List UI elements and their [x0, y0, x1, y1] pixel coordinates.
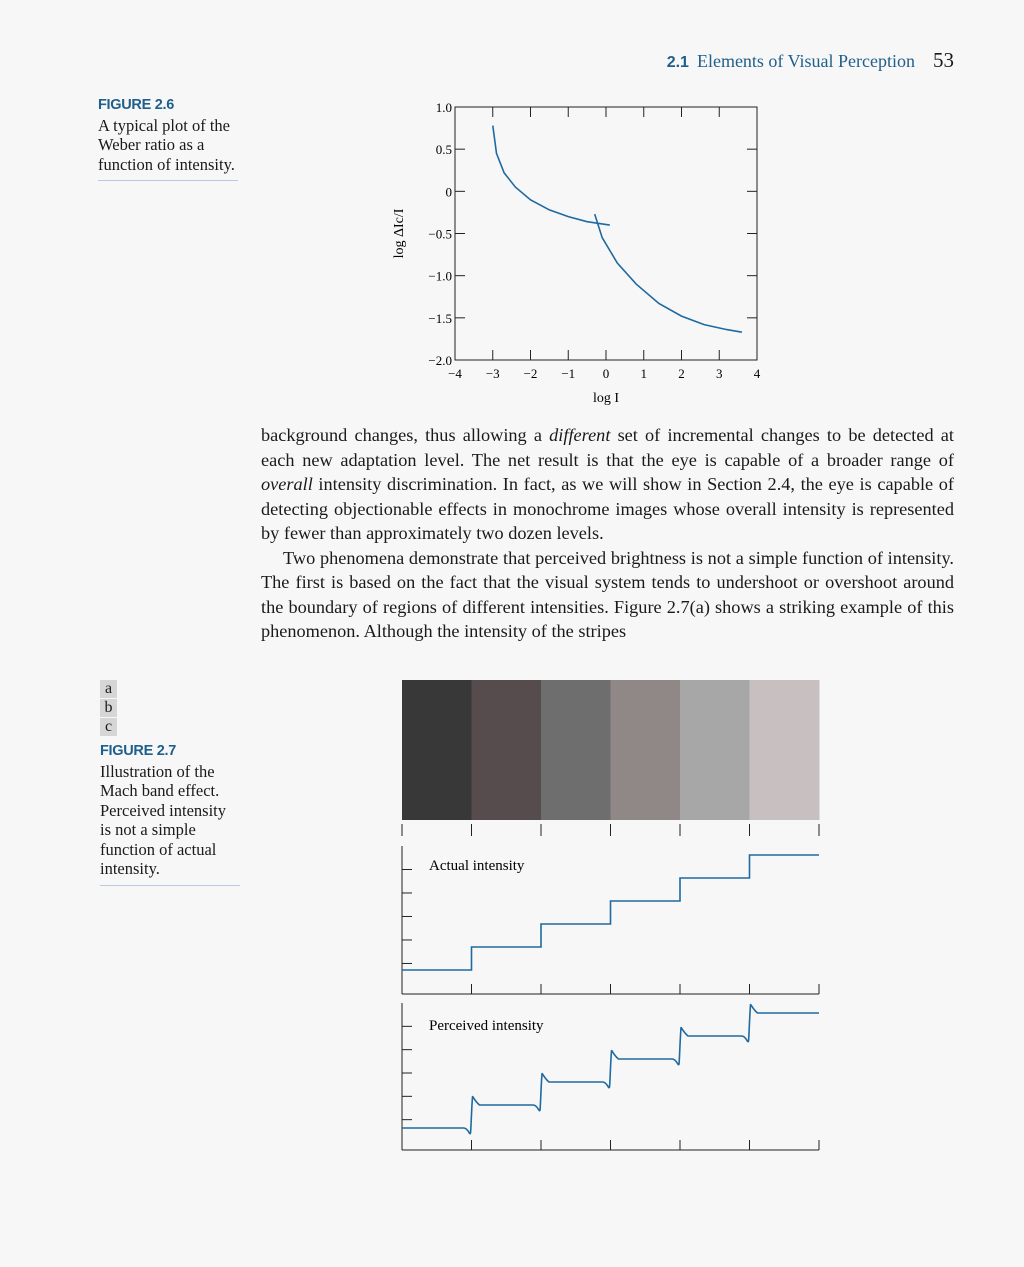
- caption-text: A typical plot of the Weber ratio as a f…: [98, 115, 235, 174]
- figure-2-6-caption: FIGURE 2.6 A typical plot of the Weber r…: [98, 96, 238, 181]
- y-tick-label: 0.5: [436, 142, 452, 157]
- y-tick-label: 0: [446, 184, 453, 199]
- x-tick-label: −1: [561, 366, 575, 381]
- paragraph-1: background changes, thus allowing a diff…: [261, 423, 954, 546]
- y-tick-label: −2.0: [428, 353, 452, 368]
- y-tick-label: 1.0: [436, 100, 452, 115]
- section-number: 2.1: [666, 54, 689, 71]
- weber-curve-1: [492, 125, 610, 226]
- x-tick-label: −2: [524, 366, 538, 381]
- figure-2-7-caption: a b c FIGURE 2.7 Illustration of the Mac…: [100, 680, 240, 886]
- mach-band-figure: Actual intensity Perceived intensity: [401, 680, 820, 1151]
- x-tick-label: 2: [678, 366, 685, 381]
- x-tick-label: −3: [486, 366, 500, 381]
- perceived-intensity-curve: [402, 1003, 819, 1135]
- section-title: Elements of Visual Perception: [696, 51, 915, 71]
- y-tick-label: −0.5: [428, 227, 452, 242]
- stripe-3: [541, 680, 611, 820]
- x-tick-label: −4: [448, 366, 462, 381]
- caption-rule: [98, 180, 238, 181]
- body-text: background changes, thus allowing a diff…: [261, 423, 954, 644]
- emphasis: overall: [261, 474, 313, 494]
- weber-ratio-chart: 1.0 0.5 0 −0.5 −1.0 −1.5 −2.0−4 −3 −2 −1 0 1 2 3 4 log …: [392, 100, 761, 406]
- x-tick-label: 1: [641, 366, 648, 381]
- plot-frame: [454, 106, 758, 361]
- y-axis-label: log ΔIc/I: [392, 208, 407, 258]
- x-tick-label: 3: [716, 366, 723, 381]
- stripe-1: [402, 680, 472, 820]
- stripe-4: [610, 680, 681, 820]
- actual-intensity-step: [402, 854, 819, 971]
- emphasis: different: [549, 425, 611, 445]
- figure-label: FIGURE 2.6: [98, 97, 174, 113]
- panel-letter-c: c: [100, 718, 117, 736]
- text-run: background changes, thus allowing a: [261, 425, 550, 445]
- text-run: set of incremental changes to be detecte…: [261, 425, 954, 470]
- page-number: 53: [933, 48, 954, 72]
- panel-letters: a b c: [100, 680, 240, 736]
- weber-curve-2: [593, 213, 743, 333]
- text-run: intensity discrimination. In fact, as we…: [261, 474, 954, 543]
- x-tick-label: 0: [603, 366, 610, 381]
- x-axis-label: log I: [593, 391, 619, 406]
- caption-text: Illustration of the Mach band effect. Pe…: [100, 761, 227, 879]
- running-header: 2.1 Elements of Visual Perception 53: [667, 48, 954, 73]
- y-tick-label: −1.5: [428, 311, 452, 326]
- x-tick-label: 4: [754, 366, 761, 381]
- figure-label: FIGURE 2.7: [100, 743, 176, 759]
- paragraph-2: Two phenomena demonstrate that perceived…: [261, 547, 954, 642]
- caption-rule: [100, 884, 240, 886]
- panel-letter-a: a: [100, 680, 117, 698]
- stripe-5: [680, 680, 750, 820]
- perceived-intensity-label: Perceived intensity: [429, 1018, 544, 1034]
- stripe-2: [471, 680, 542, 820]
- y-tick-label: −1.0: [428, 269, 452, 284]
- stripe-6: [749, 680, 820, 820]
- actual-intensity-label: Actual intensity: [429, 858, 525, 874]
- panel-letter-b: b: [100, 699, 117, 717]
